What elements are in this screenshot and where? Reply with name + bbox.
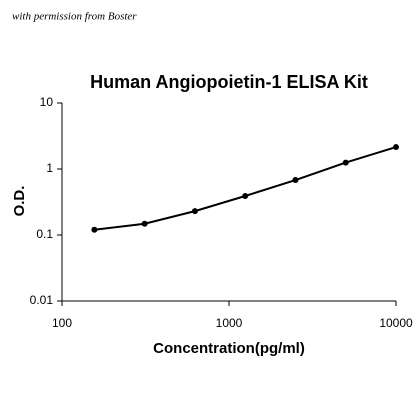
x-tick-label: 1000 xyxy=(216,316,243,330)
y-tick-label: 10 xyxy=(40,95,54,109)
y-axis-label: O.D. xyxy=(11,186,28,217)
data-point xyxy=(141,220,148,227)
y-tick-label: 0.01 xyxy=(30,293,54,307)
y-tick-label: 0.1 xyxy=(36,227,53,241)
x-tick-label: 10000 xyxy=(379,316,413,330)
annotation: with permission from Boster xyxy=(12,11,137,23)
data-line xyxy=(94,146,397,231)
data-point xyxy=(292,177,299,184)
y-tick-label: 1 xyxy=(46,161,53,175)
data-point xyxy=(393,144,399,151)
data-point xyxy=(91,226,98,233)
data-point xyxy=(191,208,198,215)
chart-title: Human Angiopoietin-1 ELISA Kit xyxy=(90,72,368,92)
x-tick-label: 100 xyxy=(52,316,72,330)
x-axis-label: Concentration(pg/ml) xyxy=(153,340,305,357)
data-point xyxy=(242,192,249,199)
data-point xyxy=(342,159,349,166)
